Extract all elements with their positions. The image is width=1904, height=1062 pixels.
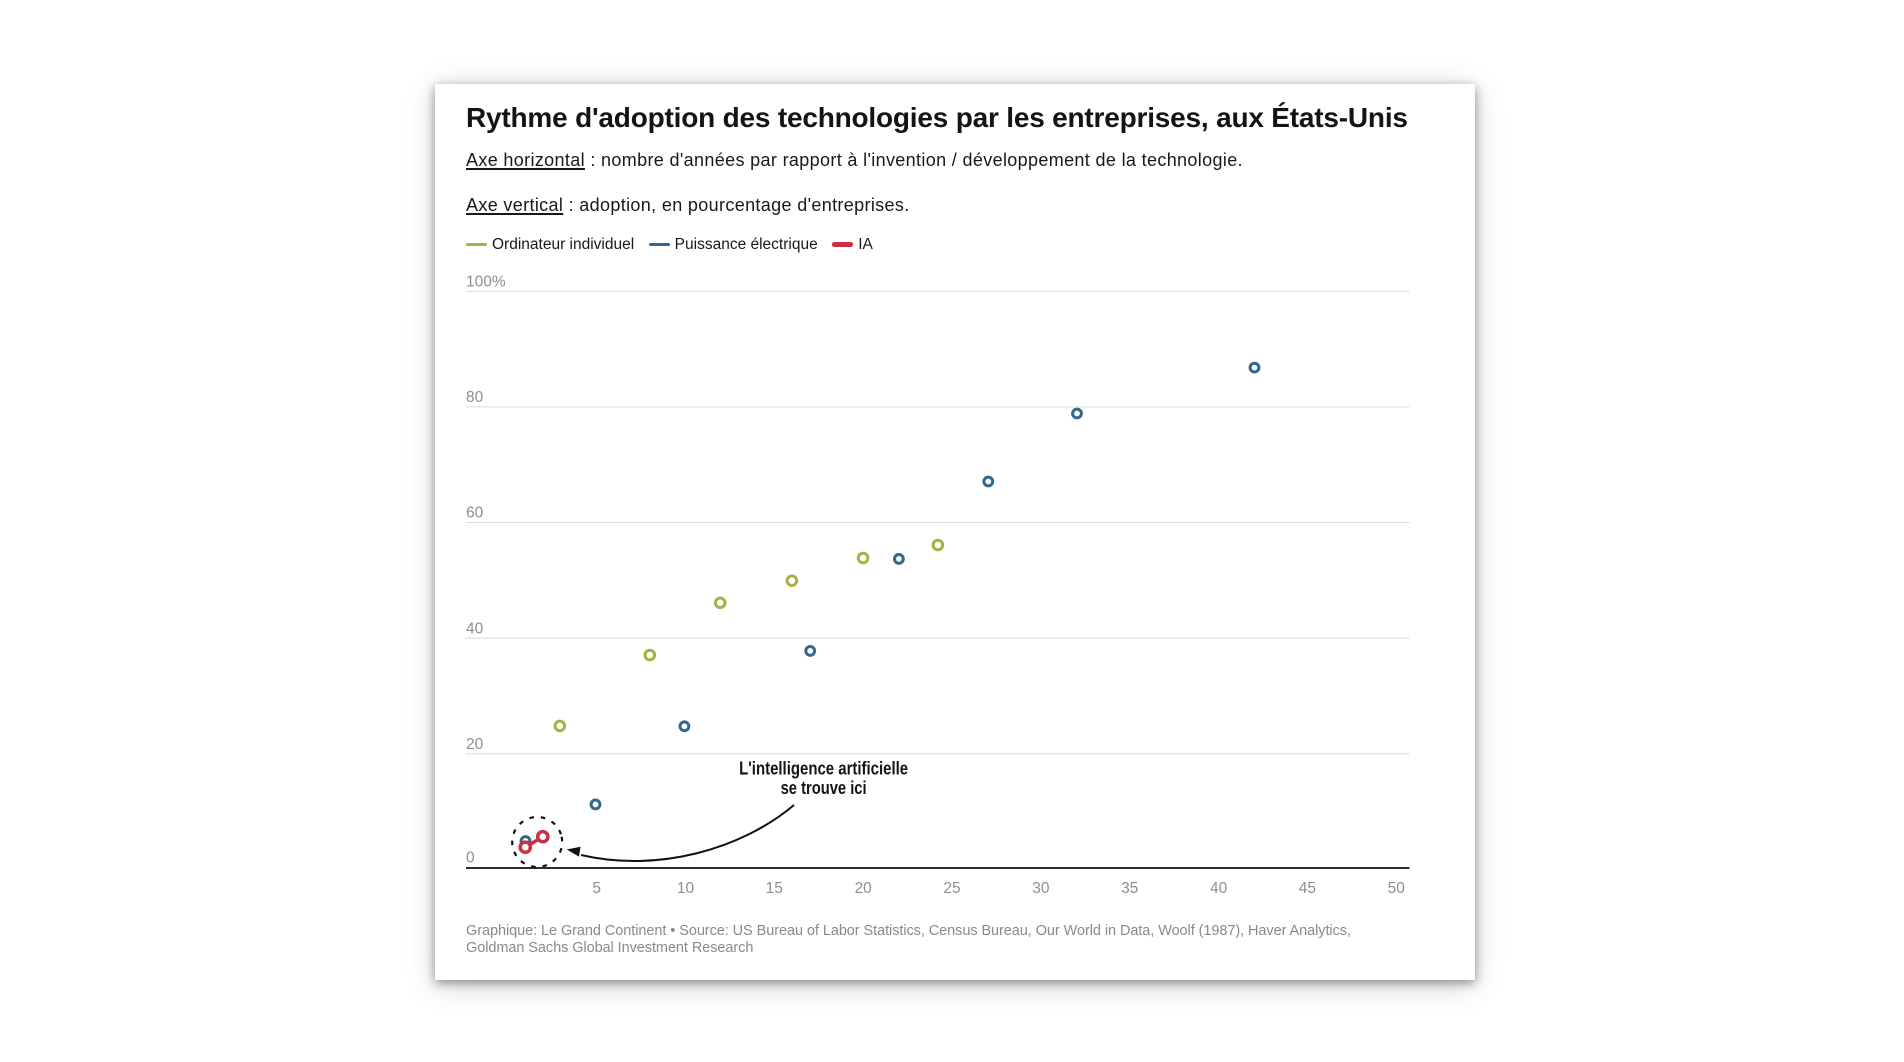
svg-text:L'intelligence artificielle: L'intelligence artificielle bbox=[739, 758, 908, 778]
svg-text:60: 60 bbox=[466, 505, 484, 522]
svg-text:20: 20 bbox=[466, 736, 484, 753]
svg-text:80: 80 bbox=[466, 389, 484, 406]
svg-text:40: 40 bbox=[1210, 880, 1228, 897]
svg-text:30: 30 bbox=[1032, 880, 1050, 897]
svg-text:45: 45 bbox=[1299, 880, 1316, 897]
svg-text:20: 20 bbox=[855, 880, 873, 897]
svg-text:35: 35 bbox=[1121, 880, 1138, 897]
svg-text:40: 40 bbox=[466, 620, 484, 637]
svg-text:25: 25 bbox=[943, 880, 960, 897]
svg-text:0: 0 bbox=[466, 850, 475, 867]
svg-text:50: 50 bbox=[1388, 880, 1406, 897]
svg-text:100%: 100% bbox=[466, 274, 506, 291]
svg-text:5: 5 bbox=[592, 880, 601, 897]
svg-text:10: 10 bbox=[677, 880, 695, 897]
svg-text:15: 15 bbox=[766, 880, 783, 897]
svg-text:se trouve ici: se trouve ici bbox=[781, 778, 867, 798]
